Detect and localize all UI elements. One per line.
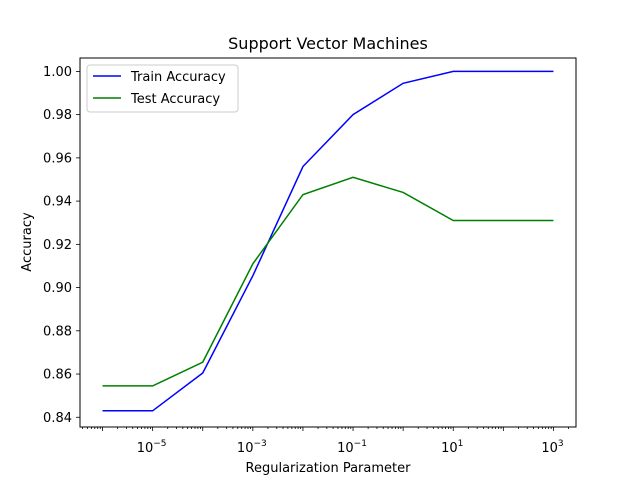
y-tick-label: 0.86	[43, 368, 72, 383]
y-tick-label: 0.84	[43, 411, 72, 426]
plot-area: 0.84 0.86 0.88 0.90 0.92 0.94 0.96 0.98 1.00 10−…	[43, 57, 577, 456]
legend: Train Accuracy Test Accuracy	[86, 64, 239, 113]
series-line-train	[102, 70, 554, 412]
x-axis-label: Regularization Parameter	[246, 461, 412, 476]
legend-frame	[86, 64, 239, 113]
axes-layer	[79, 57, 577, 428]
y-tick-label: 0.96	[43, 151, 72, 166]
x-tick-label: 103	[541, 439, 563, 456]
x-tick-label: 10−5	[137, 439, 167, 456]
y-tick-label: 0.98	[43, 108, 72, 123]
chart-title: Support Vector Machines	[228, 34, 428, 53]
legend-label-test: Test Accuracy	[130, 92, 220, 107]
x-axis-ticks: 10−5 10−3 10−1 101 103	[82, 427, 569, 456]
x-tick-label: 10−3	[237, 439, 267, 456]
y-axis-ticks: 0.84 0.86 0.88 0.90 0.92 0.94 0.96 0.98 1.00	[43, 65, 80, 426]
y-tick-label: 0.94	[43, 195, 72, 210]
legend-label-train: Train Accuracy	[130, 70, 226, 85]
y-axis-label: Accuracy	[20, 212, 35, 272]
y-tick-label: 0.88	[43, 324, 72, 339]
y-tick-label: 1.00	[43, 65, 72, 80]
y-tick-label: 0.92	[43, 238, 72, 253]
axes-frame	[79, 57, 577, 428]
series-layer	[102, 70, 554, 412]
x-tick-label: 10−1	[337, 439, 367, 456]
y-tick-label: 0.90	[43, 281, 72, 296]
x-tick-label: 101	[441, 439, 463, 456]
series-line-test	[102, 176, 554, 387]
